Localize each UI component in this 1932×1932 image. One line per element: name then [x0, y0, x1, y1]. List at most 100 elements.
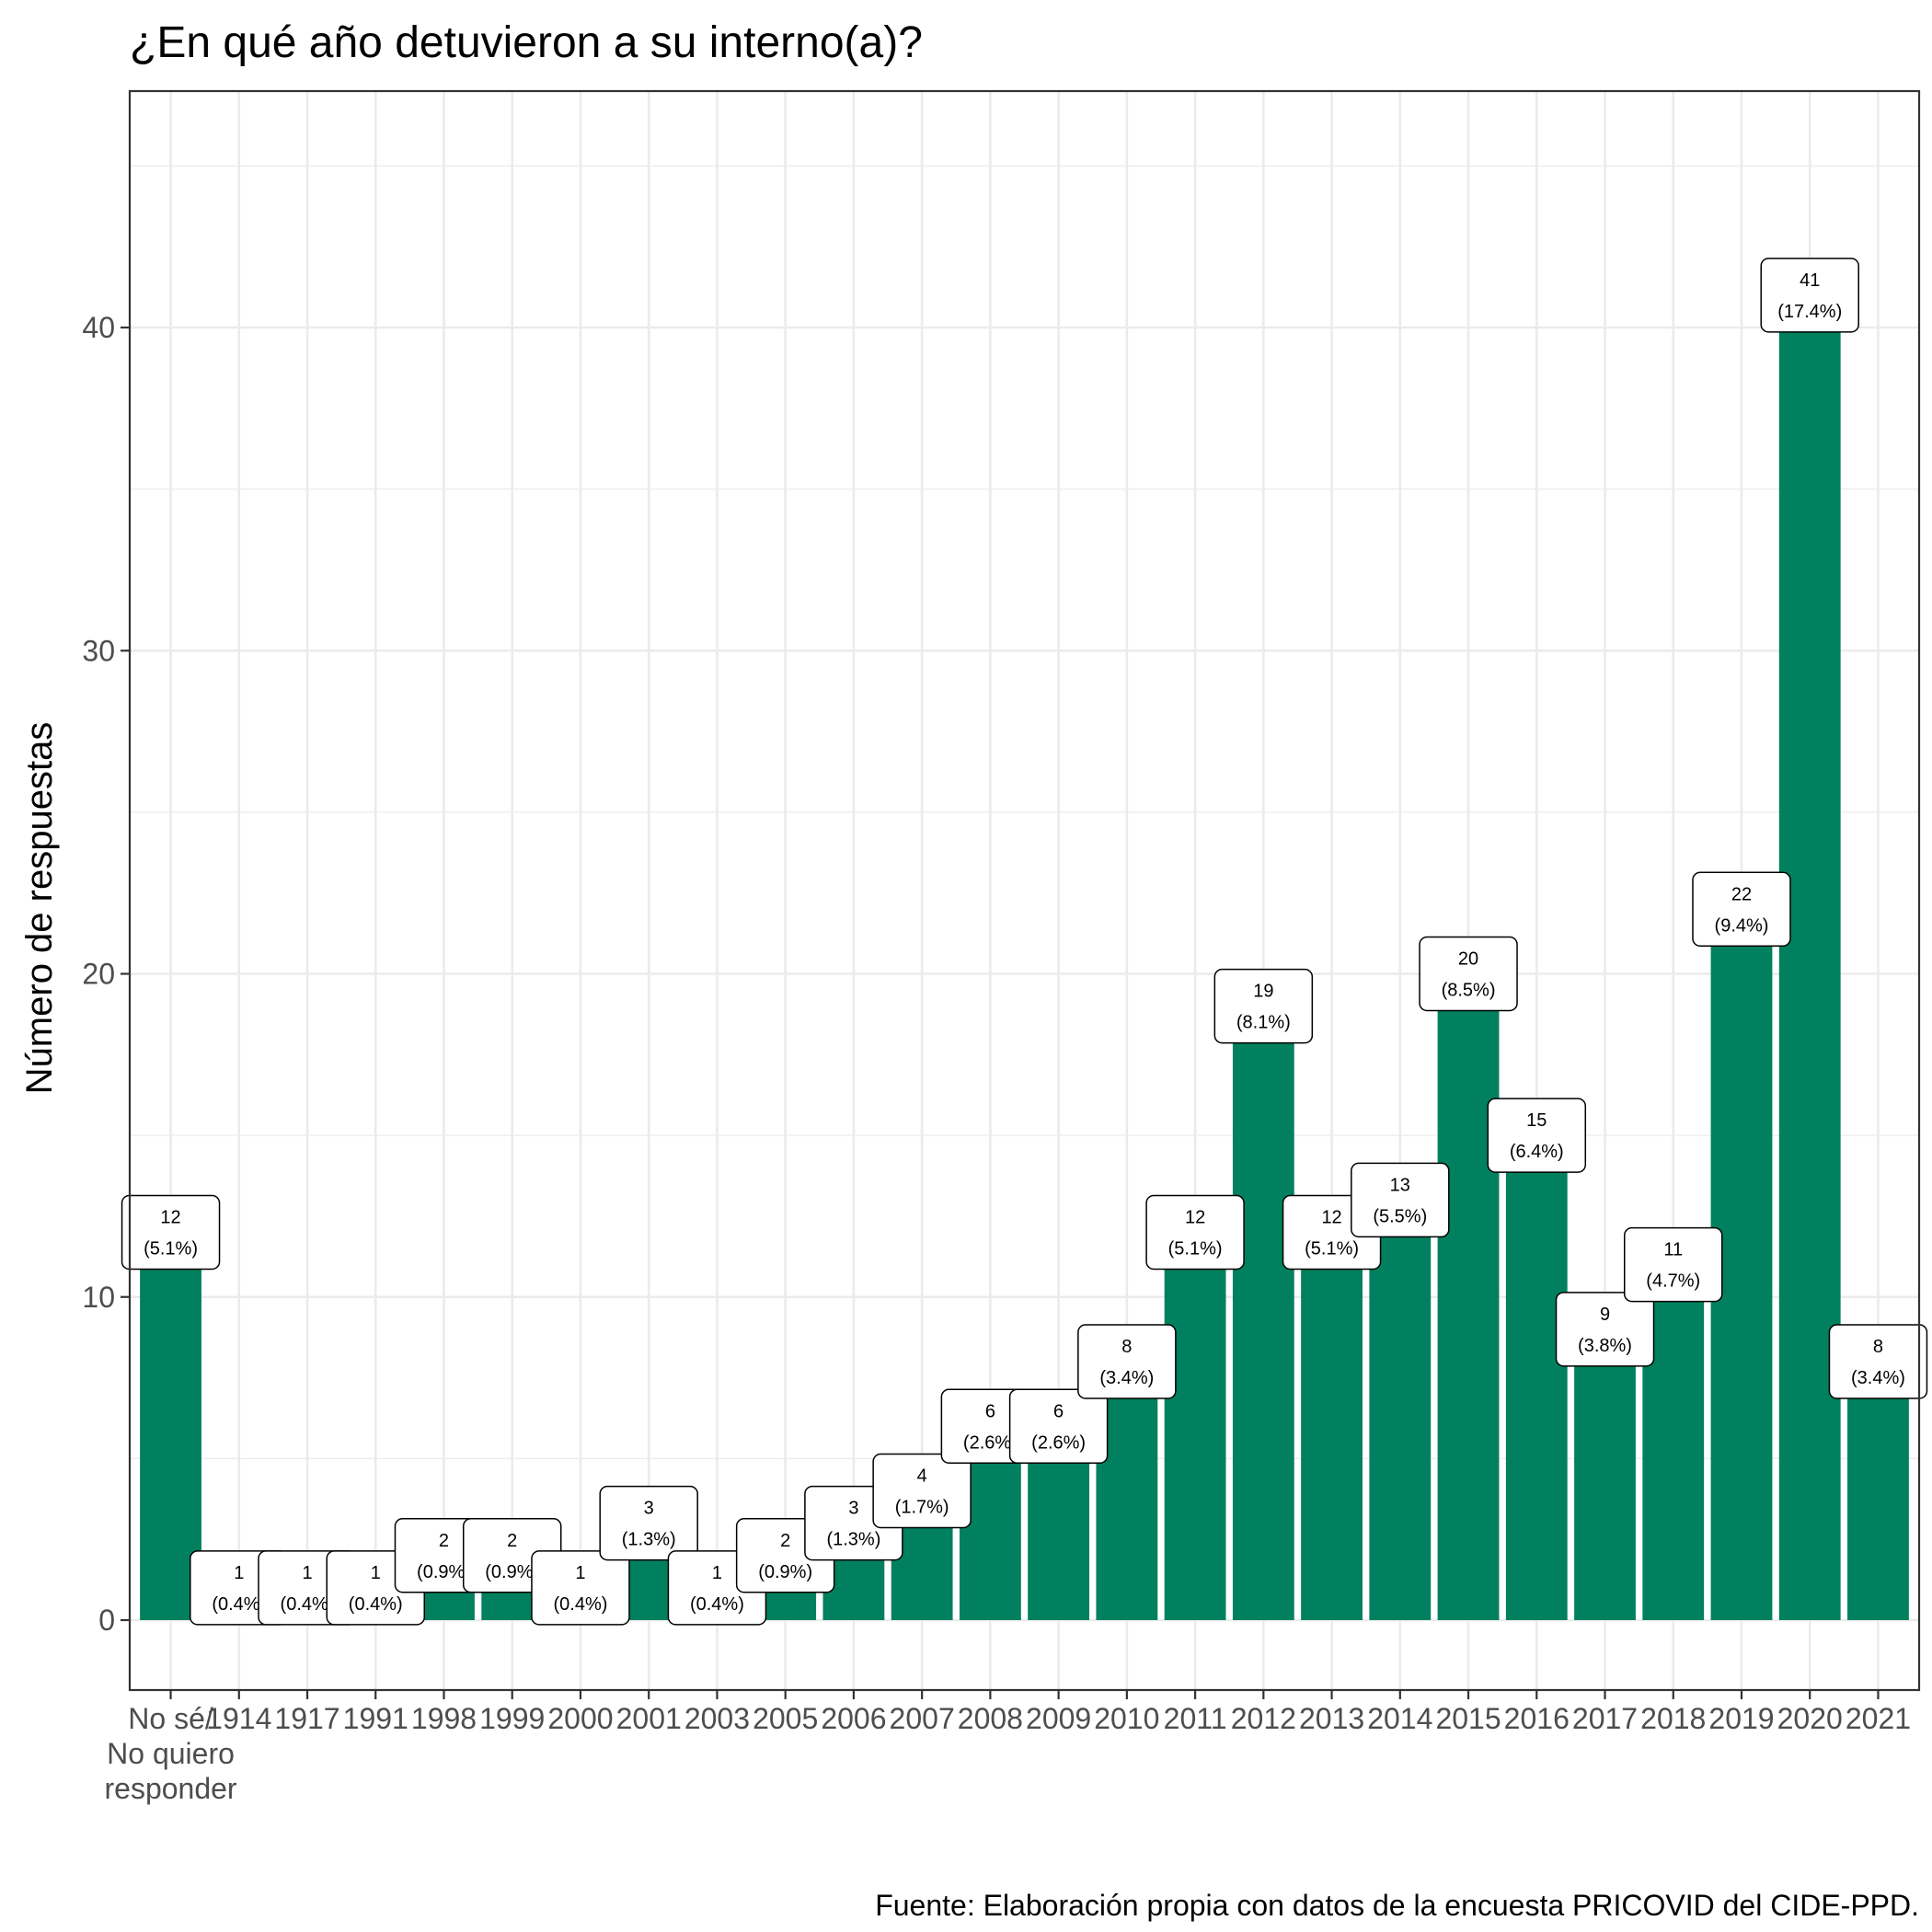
data-label: 4 (1.7%) [872, 1453, 972, 1529]
bar [1574, 1328, 1636, 1620]
data-label-text: 8 [1873, 1337, 1883, 1357]
data-label-box [121, 1194, 221, 1271]
data-label-text: 2 [439, 1531, 449, 1551]
x-tick-label: 2017 [1572, 1702, 1638, 1735]
data-labels: 12(5.1%)1(0.4%)1(0.4%)1(0.4%)2(0.9%)2(0.… [121, 258, 1928, 1626]
data-label-text: 41 [1800, 270, 1820, 291]
bar [1847, 1362, 1909, 1620]
x-tick-label: 2016 [1504, 1702, 1570, 1735]
data-label-text: (1.7%) [895, 1498, 949, 1518]
data-label-text: (0.4%) [690, 1594, 744, 1615]
data-label-box [1760, 258, 1859, 333]
data-label-text: (8.5%) [1442, 981, 1496, 1001]
bar [1505, 1135, 1568, 1620]
x-tick-label: 2008 [958, 1702, 1023, 1735]
data-label: 22 (9.4%) [1692, 871, 1791, 947]
data-label: 3 (1.3%) [804, 1485, 903, 1561]
x-tick-label: 2012 [1231, 1702, 1296, 1735]
data-label: 41 (17.4%) [1760, 258, 1859, 333]
data-label-text: (0.9%) [758, 1562, 812, 1582]
data-label-text: 8 [1121, 1337, 1132, 1357]
data-label: 3 (1.3%) [599, 1485, 698, 1561]
data-label-text: 3 [848, 1499, 858, 1519]
bar [1301, 1232, 1363, 1620]
data-label-text: (1.3%) [826, 1530, 880, 1550]
data-label: 9 (3.8%) [1555, 1292, 1655, 1367]
data-label-text: (3.4%) [1099, 1368, 1154, 1388]
data-label-text: (4.7%) [1646, 1271, 1700, 1292]
y-tick-label: 0 [98, 1604, 115, 1637]
data-label-box [1213, 968, 1314, 1044]
plot-panel [128, 89, 1921, 1692]
data-label-text: (5.1%) [1305, 1239, 1359, 1259]
y-tick-label: 20 [82, 958, 115, 991]
data-label-text: 6 [1053, 1401, 1064, 1421]
data-label-text: 12 [160, 1208, 180, 1228]
data-label: 8 (3.4%) [1828, 1324, 1928, 1399]
x-tick-label: 2003 [684, 1702, 750, 1735]
data-label-box [1487, 1098, 1587, 1173]
data-label-text: 22 [1731, 884, 1752, 904]
x-tick-label: 2021 [1846, 1702, 1911, 1735]
data-label-text: (0.4%) [349, 1594, 403, 1615]
data-label-text: 2 [780, 1531, 790, 1551]
x-tick-label: 2000 [547, 1702, 613, 1735]
x-tick-label: 2011 [1164, 1702, 1227, 1735]
data-label: 12 (5.1%) [121, 1194, 221, 1271]
data-label-text: 6 [985, 1401, 995, 1421]
y-tick-label: 30 [82, 634, 115, 667]
data-label-box [1008, 1388, 1109, 1464]
data-label-text: (3.8%) [1578, 1336, 1632, 1356]
data-label-text: 13 [1390, 1175, 1410, 1195]
data-label-box [531, 1550, 630, 1626]
data-label: 12 (5.1%) [1145, 1194, 1245, 1271]
data-label-text: 3 [644, 1499, 654, 1519]
x-tick-label: 2005 [753, 1702, 818, 1735]
x-tick-label: 2019 [1708, 1702, 1774, 1735]
data-label: 6 (2.6%) [1008, 1388, 1109, 1464]
data-label-box [1555, 1292, 1655, 1367]
data-label-text: 1 [234, 1563, 244, 1583]
data-label-text: (0.4%) [554, 1594, 608, 1615]
data-label: 15 (6.4%) [1487, 1098, 1587, 1173]
data-label-text: (17.4%) [1777, 302, 1842, 322]
data-label-text: 12 [1321, 1208, 1341, 1228]
data-label-text: (0.9%) [485, 1562, 539, 1582]
data-label-text: (9.4%) [1715, 915, 1769, 936]
x-tick-label: No sé/ [128, 1702, 213, 1735]
x-tick-label: 2006 [821, 1702, 886, 1735]
x-tick-label: 2001 [616, 1702, 682, 1735]
data-label-text: 15 [1526, 1110, 1547, 1131]
bar [1164, 1232, 1226, 1620]
y-tick-label: 40 [82, 311, 115, 344]
data-label-box [1692, 871, 1791, 947]
data-label: 13 (5.5%) [1351, 1162, 1450, 1238]
x-tick-label: No quiero [107, 1737, 235, 1770]
data-label-text: 11 [1663, 1240, 1683, 1260]
data-label-box [599, 1485, 698, 1561]
x-tick-label: responder [104, 1772, 236, 1805]
data-label-text: (5.1%) [144, 1239, 198, 1259]
chart-caption: Fuente: Elaboración propia con datos de … [875, 1889, 1919, 1922]
data-label-text: (0.4%) [212, 1594, 266, 1615]
data-label-text: 4 [917, 1466, 927, 1487]
data-label-text: (5.5%) [1373, 1206, 1427, 1226]
x-tick-label: 2014 [1367, 1702, 1432, 1735]
data-label-text: (5.1%) [1168, 1239, 1223, 1259]
data-label-text: (2.6%) [963, 1432, 1018, 1453]
data-label-text: 19 [1253, 982, 1273, 1002]
data-label-box [1828, 1324, 1928, 1399]
x-tick-label: 2009 [1026, 1702, 1091, 1735]
data-label: 1 (0.4%) [531, 1550, 630, 1626]
chart-title: ¿En qué año detuvieron a su interno(a)? [130, 18, 923, 67]
data-label-box [1351, 1162, 1450, 1238]
data-label-box [1419, 936, 1518, 1012]
x-tick-label: 1991 [343, 1702, 408, 1735]
data-label-text: 12 [1185, 1208, 1205, 1228]
data-label-box [1623, 1226, 1723, 1303]
data-label-text: (2.6%) [1031, 1432, 1086, 1453]
data-label-text: 1 [712, 1563, 722, 1583]
data-label: 20 (8.5%) [1419, 936, 1518, 1012]
